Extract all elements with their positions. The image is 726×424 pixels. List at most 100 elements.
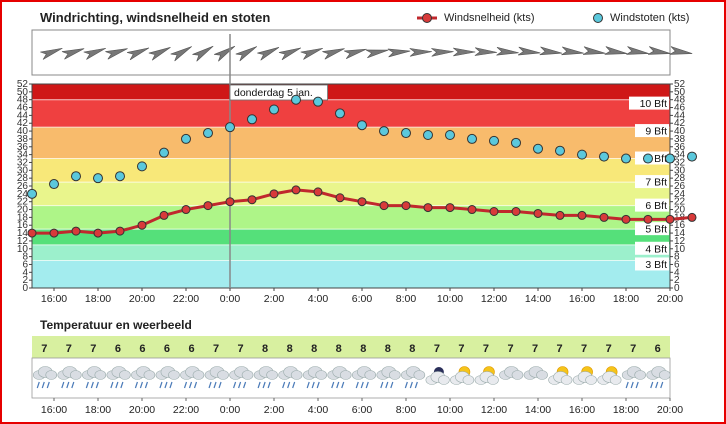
rain-drop [360, 381, 364, 389]
speed-point [269, 189, 279, 199]
rain-drop [331, 381, 335, 389]
bft-label: 6 Bft [645, 200, 667, 212]
rain-drop [169, 381, 173, 389]
wind-arrow-icon [626, 46, 649, 55]
bft-label: 9 Bft [645, 126, 667, 138]
rain-drop [282, 381, 286, 389]
temperature-value: 7 [66, 343, 72, 355]
rain-drop [625, 381, 629, 389]
rain-icon [646, 366, 671, 389]
y-tick-left: 16 [17, 220, 29, 231]
speed-point [621, 214, 631, 224]
rain-drop [85, 381, 89, 389]
x-tick-label: 20:00 [129, 293, 155, 305]
weather-strip: 7 7 7 6 6 6 6 7 7 8 8 8 8 8 8 8 7 7 7 7 7 7 7 7 7 6 16:00 18:00 20:0… [31, 336, 683, 416]
speed-point [335, 193, 345, 203]
legend-gust-marker-icon [593, 13, 603, 23]
temperature-value: 7 [434, 343, 440, 355]
wind-arrow-icon [257, 47, 280, 61]
speed-point [181, 205, 191, 215]
speed-point [27, 228, 37, 238]
y-tick-left: 2 [22, 275, 28, 286]
y-tick-left: 28 [17, 173, 29, 184]
wind-arrow-shape [105, 48, 128, 60]
gust-point [225, 122, 235, 133]
x-tick-label: 18:00 [85, 293, 111, 305]
gust-point [687, 151, 697, 162]
rain-drop [341, 381, 345, 389]
gust-point [621, 153, 631, 164]
weather-x-tick-label: 4:00 [308, 404, 329, 416]
speed-point [379, 201, 389, 211]
wind-arrow-shape [561, 46, 584, 56]
weather-x-tick-label: 18:00 [613, 404, 639, 416]
y-tick-right: 48 [674, 95, 686, 106]
weather-title: Temperatuur en weerbeeld [40, 318, 192, 332]
wind-arrow-shape [582, 46, 606, 55]
y-tick-right: 52 [674, 79, 686, 90]
y-tick-right: 36 [674, 142, 686, 153]
rain-drop [61, 381, 65, 389]
bft-label-bg [635, 198, 669, 212]
wind-arrow-icon [582, 46, 606, 55]
y-tick-left: 6 [22, 259, 28, 270]
band-7 [32, 99, 670, 128]
speed-point [401, 201, 411, 211]
x-tick-label: 10:00 [437, 293, 463, 305]
bft-label-bg [635, 257, 669, 271]
rain-drop [66, 381, 70, 389]
day-annotation-bg [229, 84, 328, 101]
temperature-value: 6 [115, 343, 121, 355]
legend-speed: Windsnelheid (kts) [416, 12, 534, 24]
weather-x-tick-label: 18:00 [85, 404, 111, 416]
wind-arrow-shape [40, 47, 63, 60]
wind-arrow-icon [409, 48, 432, 57]
wind-arrow-icon [83, 47, 106, 60]
rain-drop [287, 381, 291, 389]
speed-point [511, 207, 521, 216]
temperature-value: 7 [41, 343, 47, 355]
x-tick-label: 6:00 [352, 293, 373, 305]
band-2 [32, 229, 670, 245]
wind-arrow-shape [626, 46, 649, 55]
rain-drop [90, 381, 94, 389]
cloud-part [511, 370, 524, 380]
wind-arrow-shape [192, 45, 214, 62]
speed-point [687, 212, 697, 222]
y-tick-right: 44 [674, 110, 686, 121]
cloud-part [143, 370, 156, 380]
temperature-value: 7 [507, 343, 513, 355]
band-1 [32, 244, 670, 261]
y-tick-right: 2 [674, 275, 680, 286]
rain-drop [134, 381, 138, 389]
rain-drop [336, 381, 340, 389]
wind-arrow-shape [453, 47, 476, 57]
rain-drop [655, 381, 659, 389]
rain-icon [57, 366, 82, 389]
gust-point [27, 188, 37, 199]
y-tick-left: 12 [17, 236, 29, 247]
rain-drop [311, 381, 315, 389]
weather-x-tick-label: 0:00 [220, 404, 241, 416]
weather-x-tick-label: 20:00 [657, 404, 683, 416]
gust-point [313, 96, 323, 107]
wind-arrow-shape [127, 47, 150, 61]
gust-point [401, 128, 411, 139]
rain-drop [650, 381, 654, 389]
wind-arrow-shape [517, 46, 541, 56]
wind-arrow-icon [105, 48, 128, 60]
rain-drop [36, 381, 40, 389]
speed-point [247, 195, 257, 205]
y-tick-right: 16 [674, 220, 686, 231]
gust-point [203, 128, 213, 139]
cloud-part [585, 375, 597, 385]
weather-x-tick-label: 10:00 [437, 404, 463, 416]
x-tick-label: 16:00 [41, 293, 67, 305]
cloud-part [339, 370, 352, 380]
gust-point [335, 108, 345, 119]
speed-point [203, 201, 213, 211]
wind-arrow-icon [365, 49, 389, 59]
rain-drop [46, 381, 50, 389]
weather-x-tick-label: 14:00 [525, 404, 551, 416]
